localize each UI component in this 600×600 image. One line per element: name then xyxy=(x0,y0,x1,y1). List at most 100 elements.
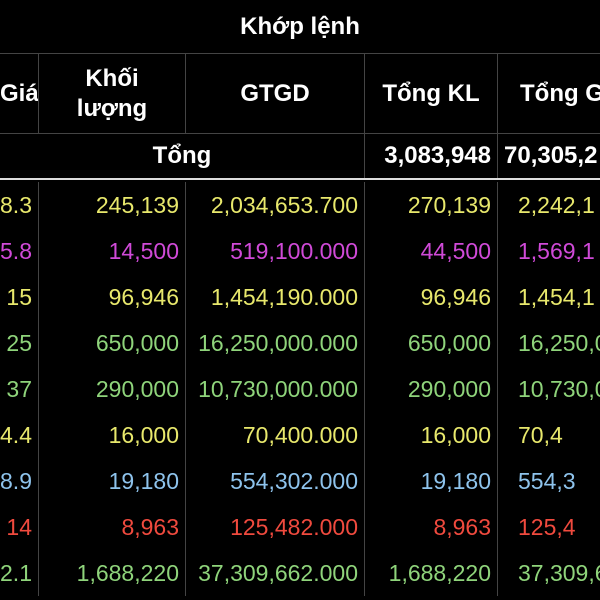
cell-tong-kl: 44,500 xyxy=(365,228,497,274)
column-divider xyxy=(185,320,186,366)
cell-gia-value: 15 xyxy=(6,283,32,310)
cell-tong-gtgd-value: 1,569,1 xyxy=(518,237,595,264)
cell-gtgd-value: 554,302.000 xyxy=(230,467,358,494)
cell-tong-kl-value: 8,963 xyxy=(433,513,491,540)
column-divider xyxy=(497,228,498,274)
column-divider xyxy=(185,366,186,412)
column-divider xyxy=(497,458,498,504)
total-tong-kl: 3,083,948 xyxy=(365,134,497,178)
col-header-tong-kl-label: Tổng KL xyxy=(382,79,480,107)
cell-khoi-luong-value: 1,688,220 xyxy=(76,559,179,586)
cell-tong-gtgd-value: 554,3 xyxy=(518,467,576,494)
table-row[interactable]: 4.4 16,000 70,400.000 16,000 70,4 xyxy=(0,412,600,458)
column-divider xyxy=(38,182,39,228)
column-divider xyxy=(497,54,498,133)
column-divider xyxy=(364,366,365,412)
column-divider xyxy=(364,458,365,504)
cell-khoi-luong: 1,688,220 xyxy=(39,550,185,596)
cell-gia: 8.3 xyxy=(0,182,38,228)
cell-gia-value: 5.8 xyxy=(0,237,32,264)
col-header-khoi-luong-line1: Khối xyxy=(85,64,139,92)
cell-tong-kl: 19,180 xyxy=(365,458,497,504)
total-label: Tổng xyxy=(0,134,364,178)
cell-gia-value: 14 xyxy=(6,513,32,540)
column-divider xyxy=(364,134,365,178)
column-divider xyxy=(185,412,186,458)
col-header-gtgd-label: GTGD xyxy=(240,79,310,107)
table-row[interactable]: 8.9 19,180 554,302.000 19,180 554,3 xyxy=(0,458,600,504)
total-tong-kl-value: 3,083,948 xyxy=(384,142,491,169)
table-row[interactable]: 15 96,946 1,454,190.000 96,946 1,454,1 xyxy=(0,274,600,320)
col-header-khoi-luong: Khối lượng xyxy=(39,54,185,133)
column-divider xyxy=(364,504,365,550)
column-divider xyxy=(364,550,365,596)
cell-tong-gtgd-value: 16,250,0 xyxy=(518,329,600,356)
column-divider xyxy=(38,550,39,596)
cell-gtgd: 519,100.000 xyxy=(186,228,364,274)
cell-gtgd-value: 125,482.000 xyxy=(230,513,358,540)
total-tong-gtgd: 70,305,2 xyxy=(498,134,600,178)
cell-gtgd: 16,250,000.000 xyxy=(186,320,364,366)
cell-tong-gtgd: 37,309,6 xyxy=(498,550,600,596)
cell-khoi-luong: 290,000 xyxy=(39,366,185,412)
column-divider xyxy=(497,550,498,596)
cell-gtgd-value: 2,034,653.700 xyxy=(210,191,358,218)
cell-tong-kl: 270,139 xyxy=(365,182,497,228)
table-row[interactable]: 2.1 1,688,220 37,309,662.000 1,688,220 37,30… xyxy=(0,550,600,596)
cell-tong-gtgd-value: 1,454,1 xyxy=(518,283,595,310)
col-header-tong-gtgd-label: Tổng G xyxy=(520,79,600,107)
cell-tong-kl: 8,963 xyxy=(365,504,497,550)
col-header-gtgd: GTGD xyxy=(186,54,364,133)
cell-khoi-luong-value: 96,946 xyxy=(108,283,179,310)
column-header-row: Giá Khối lượng GTGD Tổng KL Tổng G xyxy=(0,54,600,134)
column-divider xyxy=(497,320,498,366)
cell-tong-gtgd: 1,569,1 xyxy=(498,228,600,274)
cell-tong-gtgd: 554,3 xyxy=(498,458,600,504)
cell-tong-kl-value: 650,000 xyxy=(407,329,491,356)
cell-gia: 14 xyxy=(0,504,38,550)
cell-khoi-luong: 14,500 xyxy=(39,228,185,274)
cell-gia-value: 25 xyxy=(6,329,32,356)
column-divider xyxy=(185,274,186,320)
cell-gtgd-value: 519,100.000 xyxy=(230,237,358,264)
col-header-tong-kl: Tổng KL xyxy=(365,54,497,133)
cell-gia: 37 xyxy=(0,366,38,412)
cell-gtgd-value: 37,309,662.000 xyxy=(198,559,358,586)
column-divider xyxy=(364,182,365,228)
column-divider xyxy=(38,412,39,458)
cell-gtgd: 2,034,653.700 xyxy=(186,182,364,228)
total-row: Tổng 3,083,948 70,305,2 xyxy=(0,134,600,180)
cell-tong-kl: 96,946 xyxy=(365,274,497,320)
column-divider xyxy=(185,182,186,228)
cell-khoi-luong: 96,946 xyxy=(39,274,185,320)
column-divider xyxy=(364,54,365,133)
column-divider xyxy=(185,504,186,550)
cell-gia-value: 37 xyxy=(6,375,32,402)
table-row[interactable]: 25 650,000 16,250,000.000 650,000 16,250,0 xyxy=(0,320,600,366)
table-row[interactable]: 37 290,000 10,730,000.000 290,000 10,730,0 xyxy=(0,366,600,412)
column-divider xyxy=(364,274,365,320)
cell-gia: 5.8 xyxy=(0,228,38,274)
cell-gtgd: 125,482.000 xyxy=(186,504,364,550)
table-row[interactable]: 8.3 245,139 2,034,653.700 270,139 2,242,1 xyxy=(0,182,600,228)
cell-tong-gtgd-value: 70,4 xyxy=(518,421,563,448)
column-divider xyxy=(497,274,498,320)
table-row[interactable]: 14 8,963 125,482.000 8,963 125,4 xyxy=(0,504,600,550)
cell-khoi-luong: 650,000 xyxy=(39,320,185,366)
cell-tong-gtgd: 70,4 xyxy=(498,412,600,458)
cell-tong-gtgd-value: 2,242,1 xyxy=(518,191,595,218)
cell-khoi-luong-value: 14,500 xyxy=(108,237,179,264)
cell-tong-kl-value: 44,500 xyxy=(420,237,491,264)
column-divider xyxy=(185,458,186,504)
cell-gtgd: 554,302.000 xyxy=(186,458,364,504)
column-divider xyxy=(497,366,498,412)
cell-khoi-luong-value: 245,139 xyxy=(95,191,179,218)
cell-tong-gtgd: 125,4 xyxy=(498,504,600,550)
cell-gtgd-value: 16,250,000.000 xyxy=(198,329,358,356)
cell-tong-kl: 650,000 xyxy=(365,320,497,366)
cell-gia-value: 2.1 xyxy=(0,559,32,586)
cell-tong-kl-value: 16,000 xyxy=(420,421,491,448)
cell-gia: 4.4 xyxy=(0,412,38,458)
table-row[interactable]: 5.8 14,500 519,100.000 44,500 1,569,1 xyxy=(0,228,600,274)
